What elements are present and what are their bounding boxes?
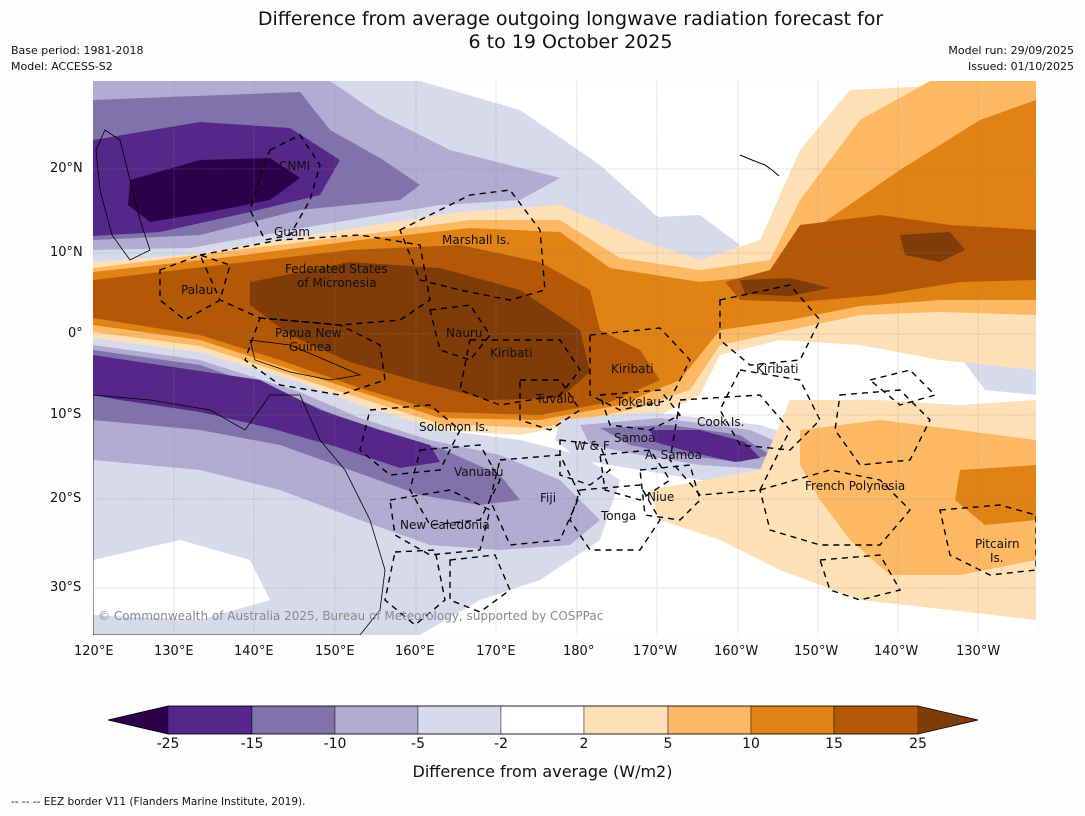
colorbar-bin (167, 705, 253, 735)
colorbar-extend-low (108, 706, 168, 734)
philippines-coastline (95, 129, 151, 261)
place-label-cook: Cook Is. (697, 415, 745, 429)
anomaly-region (740, 278, 830, 296)
place-label-vanuatu: Vanuatu (454, 465, 504, 479)
graticule (93, 81, 1036, 635)
anomaly-region (650, 430, 760, 462)
anomaly-region (900, 232, 965, 262)
x-tick-label: 120°E (74, 644, 114, 659)
colorbar-tick: 5 (663, 736, 673, 752)
place-label-wf: W & F (574, 439, 610, 453)
x-tick-label: 170°W (633, 644, 678, 659)
anomaly-region (128, 158, 300, 222)
place-label-asamoa: A. Samoa (645, 448, 702, 462)
anomaly-region (93, 540, 270, 620)
x-tick-label: 150°E (315, 644, 355, 659)
place-label-kiribati-c: Kiribati (611, 362, 654, 376)
x-tick-label: 160°E (395, 644, 435, 659)
place-label-samoa: Samoa (614, 431, 656, 445)
png-coastline (249, 339, 362, 381)
x-tick-label: 170°E (476, 644, 516, 659)
meta-right: Model run: 29/09/2025 Issued: 01/10/2025 (948, 43, 1074, 75)
x-tick-label: 160°W (714, 644, 759, 659)
place-label-pitcairn-1: Pitcairn (975, 537, 1020, 551)
x-tick-label: 140°W (874, 644, 919, 659)
base-period: Base period: 1981-2018 (11, 44, 144, 57)
place-label-niue: Niue (647, 490, 675, 504)
colorbar-bin (500, 705, 585, 735)
place-label-newcal: New Caledonia (400, 518, 490, 532)
issued-date: Issued: 01/10/2025 (967, 60, 1074, 73)
colorbar-bin (334, 705, 419, 735)
colorbar-tick: 10 (742, 736, 760, 752)
colorbar-tick: -2 (494, 736, 508, 752)
place-label-palau: Palau (181, 283, 214, 297)
place-label-fiji: Fiji (540, 491, 557, 505)
y-tick-label: 0° (68, 326, 83, 341)
place-label-png-2: Guinea (289, 340, 332, 354)
anomaly-field (93, 81, 1036, 635)
y-tick-label: 20°S (50, 491, 82, 506)
model-name: Model: ACCESS-S2 (11, 60, 113, 73)
place-label-fsm-1: Federated States (285, 262, 388, 276)
y-tick-label: 10°S (50, 407, 82, 422)
place-label-fsm-2: of Micronesia (297, 276, 377, 290)
place-label-pitcairn-2: Is. (990, 551, 1004, 565)
colorbar (107, 705, 979, 735)
colorbar-extend-high (918, 706, 978, 734)
place-label-solomon: Solomon Is. (419, 420, 489, 434)
colorbar-bin (583, 705, 669, 735)
colorbar-tick: -15 (240, 736, 264, 752)
anomaly-region (955, 465, 1036, 525)
place-label-tokelau: Tokelau (616, 395, 661, 409)
x-tick-label: 140°E (234, 644, 274, 659)
y-tick-label: 10°N (50, 245, 83, 260)
x-tick-label: 150°W (794, 644, 839, 659)
colorbar-tick: -10 (323, 736, 347, 752)
y-tick-label: 20°N (50, 161, 83, 176)
colorbar-bin (417, 705, 502, 735)
title-line-2: 6 to 19 October 2025 (468, 31, 673, 53)
x-tick-label: 130°E (154, 644, 194, 659)
y-tick-label: 30°S (50, 580, 82, 595)
colorbar-bin (251, 705, 336, 735)
meta-left: Base period: 1981-2018 Model: ACCESS-S2 (11, 43, 143, 75)
colorbar-tick: 25 (909, 736, 927, 752)
copyright-notice: © Commonwealth of Australia 2025, Bureau… (98, 609, 604, 623)
place-label-tonga: Tonga (601, 509, 637, 523)
australia-coastline (93, 394, 386, 635)
anomaly-region (800, 420, 1036, 575)
place-label-png-1: Papua New (275, 326, 342, 340)
place-label-kiribati-e: Kiribati (756, 362, 799, 376)
colorbar-bin (833, 705, 919, 735)
anomaly-region (93, 355, 440, 468)
colorbar-tick: 15 (825, 736, 843, 752)
colorbar-tick: -5 (411, 736, 425, 752)
x-tick-label: 130°W (956, 644, 1001, 659)
x-tick-label: 180° (563, 644, 595, 659)
hawaii-islands (739, 154, 780, 177)
eez-borders (159, 134, 1036, 626)
model-run: Model run: 29/09/2025 (948, 44, 1074, 57)
eez-legend: -- -- -- EEZ border V11 (Flanders Marine… (11, 796, 306, 808)
place-label-guam: Guam (274, 225, 310, 239)
map-title: Difference from average outgoing longwav… (0, 8, 1085, 54)
place-label-cnmi: CNMI (279, 159, 311, 173)
colorbar-tick: 2 (579, 736, 589, 752)
colorbar-tick: -25 (156, 736, 180, 752)
title-line-1: Difference from average outgoing longwav… (257, 8, 884, 30)
place-label-nauru: Nauru (446, 326, 483, 340)
colorbar-bin (667, 705, 752, 735)
place-label-kiribati-w: Kiribati (490, 346, 533, 360)
place-label-frpoly: French Polynesia (805, 479, 906, 493)
place-label-marshall: Marshall Is. (442, 233, 510, 247)
colorbar-bin (750, 705, 835, 735)
anomaly-region (725, 215, 1036, 302)
colorbar-title: Difference from average (W/m2) (412, 762, 673, 781)
place-label-tuvalu: Tuvalu (536, 392, 575, 406)
